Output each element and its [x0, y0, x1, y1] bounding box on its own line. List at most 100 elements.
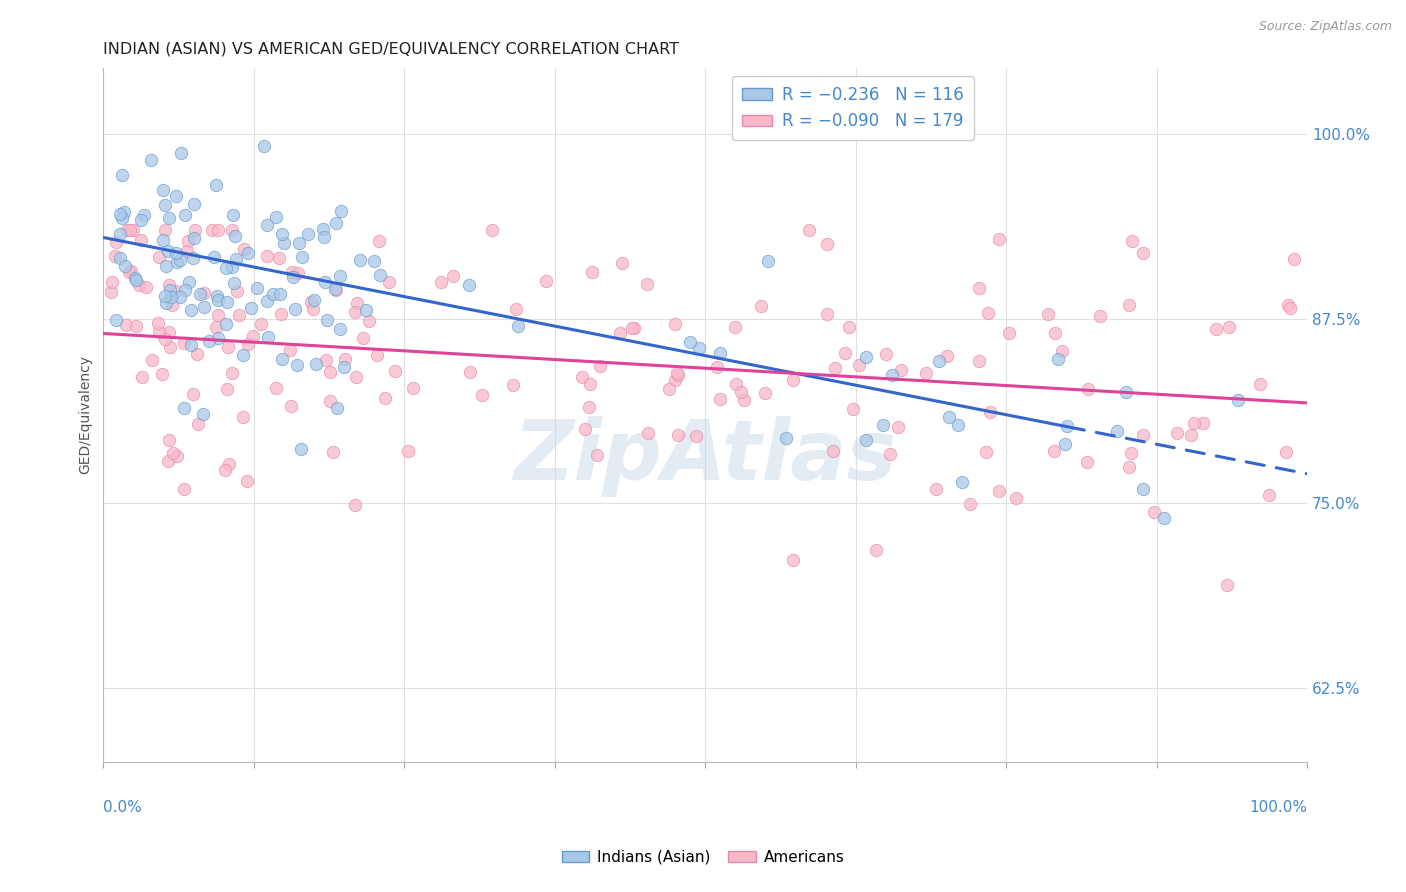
- Point: [193, 300, 215, 314]
- Point: [1115, 385, 1137, 400]
- Point: [236, 246, 259, 260]
- Point: [125, 319, 148, 334]
- Point: [1153, 511, 1175, 525]
- Point: [180, 303, 202, 318]
- Point: [1045, 326, 1067, 340]
- Point: [148, 316, 170, 330]
- Point: [333, 352, 356, 367]
- Point: [326, 401, 349, 415]
- Point: [821, 443, 844, 458]
- Point: [1277, 297, 1299, 311]
- Point: [278, 343, 301, 358]
- Point: [664, 317, 686, 331]
- Point: [887, 420, 910, 434]
- Point: [1249, 376, 1271, 391]
- Point: [1216, 578, 1239, 592]
- Point: [284, 301, 307, 316]
- Point: [664, 373, 686, 387]
- Point: [166, 449, 188, 463]
- Point: [458, 365, 481, 379]
- Point: [215, 317, 238, 331]
- Text: 0.0%: 0.0%: [104, 800, 142, 815]
- Point: [173, 482, 195, 496]
- Point: [967, 354, 990, 368]
- Point: [1052, 344, 1074, 359]
- Point: [191, 407, 214, 421]
- Point: [118, 265, 141, 279]
- Point: [157, 211, 180, 226]
- Point: [314, 275, 336, 289]
- Point: [115, 318, 138, 333]
- Point: [215, 382, 238, 396]
- Point: [157, 434, 180, 448]
- Point: [733, 392, 755, 407]
- Point: [872, 418, 894, 433]
- Point: [281, 265, 304, 279]
- Point: [174, 208, 197, 222]
- Point: [105, 235, 128, 249]
- Point: [396, 444, 419, 458]
- Point: [988, 232, 1011, 246]
- Point: [256, 249, 278, 263]
- Point: [125, 273, 148, 287]
- Point: [354, 303, 377, 318]
- Point: [865, 543, 887, 558]
- Point: [270, 307, 292, 321]
- Point: [305, 358, 328, 372]
- Point: [222, 208, 245, 222]
- Point: [110, 207, 132, 221]
- Point: [184, 223, 207, 237]
- Point: [165, 189, 187, 203]
- Point: [1227, 392, 1250, 407]
- Point: [165, 284, 187, 298]
- Point: [135, 280, 157, 294]
- Point: [666, 366, 689, 380]
- Point: [997, 326, 1019, 341]
- Point: [637, 425, 659, 440]
- Point: [129, 233, 152, 247]
- Point: [363, 253, 385, 268]
- Point: [1184, 416, 1206, 430]
- Point: [332, 359, 354, 374]
- Point: [890, 362, 912, 376]
- Point: [534, 274, 557, 288]
- Point: [193, 286, 215, 301]
- Point: [221, 366, 243, 380]
- Point: [153, 198, 176, 212]
- Point: [1257, 488, 1279, 502]
- Point: [271, 227, 294, 242]
- Point: [207, 331, 229, 345]
- Point: [290, 442, 312, 457]
- Point: [315, 352, 337, 367]
- Point: [756, 254, 779, 268]
- Point: [1282, 252, 1305, 266]
- Point: [430, 275, 453, 289]
- Point: [207, 293, 229, 308]
- Point: [571, 369, 593, 384]
- Point: [217, 341, 239, 355]
- Point: [120, 264, 142, 278]
- Point: [242, 328, 264, 343]
- Point: [148, 250, 170, 264]
- Point: [159, 340, 181, 354]
- Point: [815, 236, 838, 251]
- Point: [925, 482, 948, 496]
- Point: [344, 370, 367, 384]
- Point: [115, 223, 138, 237]
- Point: [574, 422, 596, 436]
- Point: [264, 210, 287, 224]
- Point: [1180, 427, 1202, 442]
- Point: [834, 346, 856, 360]
- Point: [232, 242, 254, 256]
- Text: INDIAN (ASIAN) VS AMERICAN GED/EQUIVALENCY CORRELATION CHART: INDIAN (ASIAN) VS AMERICAN GED/EQUIVALEN…: [104, 42, 679, 57]
- Point: [1143, 505, 1166, 519]
- Text: 100.0%: 100.0%: [1249, 800, 1308, 815]
- Point: [1047, 351, 1070, 366]
- Point: [217, 295, 239, 310]
- Legend: Indians (Asian), Americans: Indians (Asian), Americans: [555, 844, 851, 871]
- Point: [118, 223, 141, 237]
- Point: [578, 377, 600, 392]
- Point: [169, 252, 191, 267]
- Point: [221, 223, 243, 237]
- Point: [946, 417, 969, 432]
